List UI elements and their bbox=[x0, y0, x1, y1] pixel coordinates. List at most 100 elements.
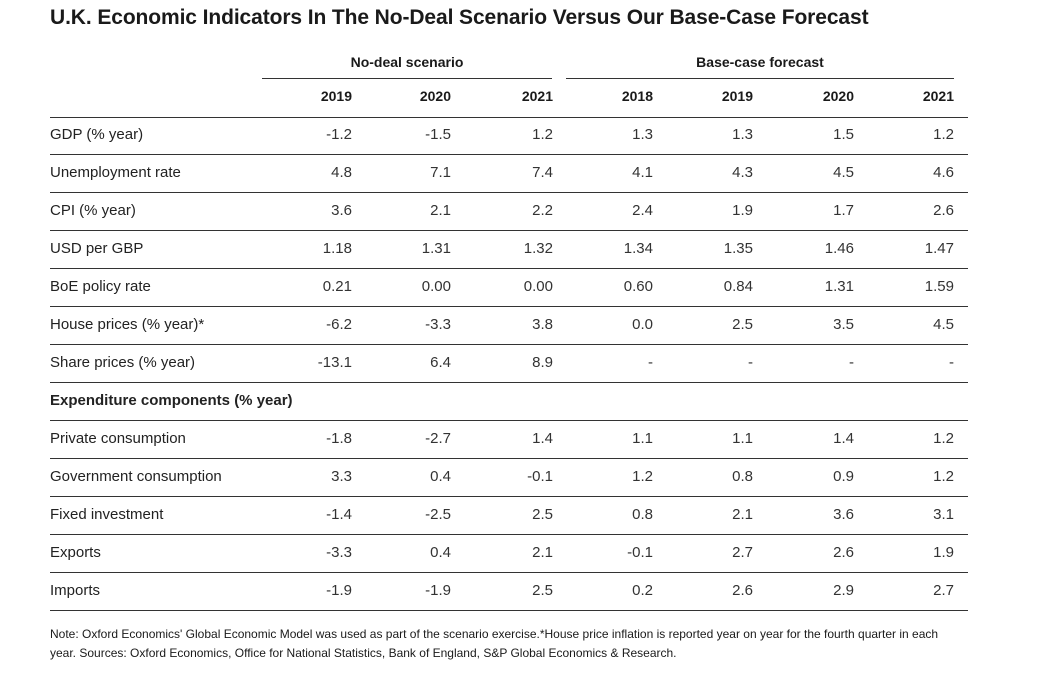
table-cell: 4.5 bbox=[833, 164, 854, 181]
table-cell: 1.2 bbox=[632, 468, 653, 485]
table-cell: 0.00 bbox=[421, 278, 451, 295]
table-cell: 2.4 bbox=[632, 202, 653, 219]
row-label: BoE policy rate bbox=[50, 278, 151, 295]
footnote: Note: Oxford Economics' Global Economic … bbox=[50, 627, 939, 660]
row-label: USD per GBP bbox=[50, 240, 144, 257]
table-row: Government consumption 3.3 0.4 -0.1 1.2 0.8 0.… bbox=[50, 459, 968, 497]
table-cell: 0.60 bbox=[623, 278, 653, 295]
table-cell: 1.18 bbox=[322, 240, 352, 257]
table-cell: 1.46 bbox=[824, 240, 854, 257]
table-cell: -3.3 bbox=[425, 316, 451, 333]
table-cell: 1.2 bbox=[933, 430, 954, 447]
year-header: 2020 bbox=[822, 88, 854, 104]
table-cell: 1.4 bbox=[532, 430, 553, 447]
table-cell: 3.6 bbox=[331, 202, 352, 219]
row-label: GDP (% year) bbox=[50, 126, 144, 143]
table-cell: 7.4 bbox=[532, 164, 553, 181]
row-label: Private consumption bbox=[50, 430, 186, 447]
table-cell: 0.00 bbox=[523, 278, 553, 295]
table-cell: 8.9 bbox=[532, 354, 553, 371]
table-row: Private consumption -1.8 -2.7 1.4 1.1 1.1 1.4 1… bbox=[50, 421, 968, 459]
table-cell: 2.6 bbox=[732, 582, 753, 599]
table-cell: 2.5 bbox=[532, 506, 553, 523]
table-cell: 0.8 bbox=[732, 468, 753, 485]
row-label: Expenditure components (% year) bbox=[50, 392, 293, 409]
table-cell: 0.0 bbox=[632, 316, 653, 333]
year-header: 2019 bbox=[721, 88, 753, 104]
table-cell: -1.4 bbox=[326, 506, 352, 523]
table-cell: -1.2 bbox=[326, 126, 352, 143]
header-divider bbox=[50, 117, 968, 118]
table-cell: 0.4 bbox=[430, 544, 451, 561]
year-header: 2021 bbox=[922, 88, 954, 104]
table-cell: -1.9 bbox=[326, 582, 352, 599]
year-header: 2019 bbox=[320, 88, 352, 104]
table-row: USD per GBP 1.18 1.31 1.32 1.34 1.35 1.46 1.47 bbox=[50, 231, 968, 269]
table-cell: 2.5 bbox=[532, 582, 553, 599]
table-row: BoE policy rate 0.21 0.00 0.00 0.60 0.84 1.31 1… bbox=[50, 269, 968, 307]
table-cell: 1.59 bbox=[924, 278, 954, 295]
table-cell: -2.7 bbox=[425, 430, 451, 447]
table-cell: 1.7 bbox=[833, 202, 854, 219]
table-cell: 1.2 bbox=[933, 126, 954, 143]
year-header: 2020 bbox=[419, 88, 451, 104]
table-cell: 2.1 bbox=[532, 544, 553, 561]
table-cell: 2.6 bbox=[833, 544, 854, 561]
table-cell: 1.32 bbox=[523, 240, 553, 257]
table-cell: 1.2 bbox=[532, 126, 553, 143]
table-cell: - bbox=[748, 354, 753, 371]
row-label: Imports bbox=[50, 582, 101, 599]
table-cell: -1.8 bbox=[326, 430, 352, 447]
year-header: 2021 bbox=[521, 88, 553, 104]
table-row: House prices (% year)* -6.2 -3.3 3.8 0.0 2.5 3… bbox=[50, 307, 968, 345]
table-cell: 1.3 bbox=[732, 126, 753, 143]
section-row: Expenditure components (% year) bbox=[50, 383, 968, 421]
table-row: GDP (% year) -1.2 -1.5 1.2 1.3 1.3 1.5 1.2 bbox=[50, 117, 968, 155]
table-cell: 1.1 bbox=[632, 430, 653, 447]
table-cell: 2.9 bbox=[833, 582, 854, 599]
table-row: Imports -1.9 -1.9 2.5 0.2 2.6 2.9 2.7 bbox=[50, 573, 968, 611]
table-row: Unemployment rate 4.8 7.1 7.4 4.1 4.3 4.5 4.6 bbox=[50, 155, 968, 193]
row-label: Share prices (% year) bbox=[50, 354, 196, 371]
table-cell: 0.2 bbox=[632, 582, 653, 599]
table-cell: 1.47 bbox=[924, 240, 954, 257]
table-cell: 2.7 bbox=[933, 582, 954, 599]
table-cell: 2.5 bbox=[732, 316, 753, 333]
table-row: Exports -3.3 0.4 2.1 -0.1 2.7 2.6 1.9 bbox=[50, 535, 968, 573]
table-cell: 1.4 bbox=[833, 430, 854, 447]
table-cell: 0.8 bbox=[632, 506, 653, 523]
table-cell: 1.35 bbox=[723, 240, 753, 257]
table-cell: 0.4 bbox=[430, 468, 451, 485]
table-cell: 4.6 bbox=[933, 164, 954, 181]
table-cell: -2.5 bbox=[425, 506, 451, 523]
row-label: House prices (% year)* bbox=[50, 316, 205, 333]
row-label: Government consumption bbox=[50, 468, 222, 485]
table-cell: 2.7 bbox=[732, 544, 753, 561]
table-cell: 3.8 bbox=[532, 316, 553, 333]
table-row: Fixed investment -1.4 -2.5 2.5 0.8 2.1 3.6 3.1 bbox=[50, 497, 968, 535]
table-cell: -13.1 bbox=[317, 354, 352, 371]
table-row: CPI (% year) 3.6 2.1 2.2 2.4 1.9 1.7 2.6 bbox=[50, 193, 968, 231]
table-cell: - bbox=[849, 354, 854, 371]
table-cell: 7.1 bbox=[430, 164, 451, 181]
table-cell: 0.9 bbox=[833, 468, 854, 485]
table-cell: 2.1 bbox=[732, 506, 753, 523]
row-label: Fixed investment bbox=[50, 506, 164, 523]
row-label: Exports bbox=[50, 544, 101, 561]
year-header: 2018 bbox=[621, 88, 653, 104]
row-label: Unemployment rate bbox=[50, 164, 181, 181]
table-cell: 0.84 bbox=[723, 278, 753, 295]
table-cell: 1.31 bbox=[421, 240, 451, 257]
page-title: U.K. Economic Indicators In The No-Deal … bbox=[50, 6, 869, 29]
table-cell: -1.9 bbox=[425, 582, 451, 599]
table-cell: 3.1 bbox=[933, 506, 954, 523]
table-cell: 4.3 bbox=[732, 164, 753, 181]
table-cell: 1.2 bbox=[933, 468, 954, 485]
table-cell: 1.5 bbox=[833, 126, 854, 143]
table-cell: 4.1 bbox=[632, 164, 653, 181]
table-cell: 1.9 bbox=[732, 202, 753, 219]
table-cell: 1.34 bbox=[623, 240, 653, 257]
table-cell: - bbox=[949, 354, 954, 371]
table-cell: -6.2 bbox=[326, 316, 352, 333]
table-cell: 1.3 bbox=[632, 126, 653, 143]
